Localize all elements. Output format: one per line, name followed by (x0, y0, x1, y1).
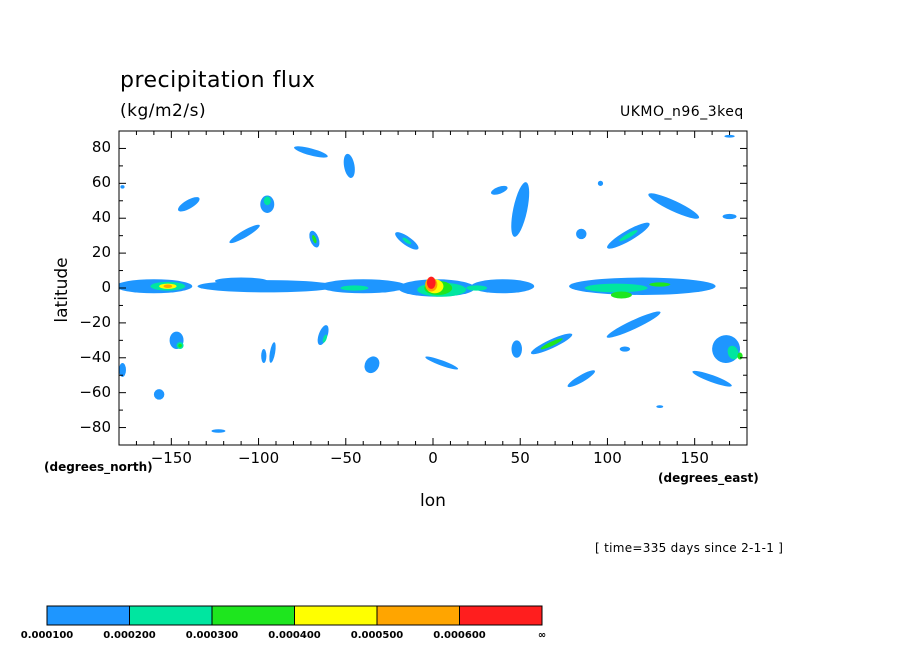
axis-ticks (118, 130, 748, 446)
y-tick-label: 60 (91, 173, 111, 192)
colorbar (46, 605, 543, 626)
colorbar-label: 0.000300 (185, 630, 239, 641)
precip-region (120, 185, 125, 189)
y-tick-label: 0 (101, 278, 111, 296)
precip-region (214, 277, 268, 285)
x-tick-label: 50 (510, 449, 530, 467)
precip-region (211, 429, 226, 433)
y-axis-label: latitude (52, 257, 72, 323)
time-label: [ time=335 days since 2-1-1 ] (595, 541, 784, 555)
y-tick-label: −40 (79, 347, 111, 366)
precip-region (317, 325, 329, 346)
colorbar-label: 0.000400 (268, 630, 321, 641)
precip-region (322, 334, 328, 343)
precip-region (364, 356, 380, 374)
x-tick-label: 0 (428, 449, 438, 467)
precip-region (471, 279, 535, 294)
precip-region (724, 134, 735, 138)
x-tick-label: −150 (150, 449, 192, 467)
precip-region (163, 284, 173, 288)
colorbar-label: 0.000200 (103, 630, 156, 641)
y-tick-label: −20 (79, 312, 111, 331)
x-tick-label: 100 (593, 449, 622, 467)
precip-region (269, 342, 276, 363)
y-tick-label: 20 (91, 243, 111, 262)
precip-region (656, 405, 664, 409)
precip-region (466, 285, 488, 291)
precip-region (722, 213, 737, 220)
colorbar-swatch (46, 605, 130, 626)
precip-region (606, 311, 661, 338)
y-tick-label: −80 (79, 417, 111, 436)
precip-region (119, 363, 126, 377)
precip-region (619, 346, 631, 352)
precip-region (229, 224, 260, 244)
precip-region (343, 153, 355, 178)
colorbar-swatch (211, 605, 295, 626)
precip-region (178, 343, 182, 348)
y-tick-label: −60 (79, 382, 111, 401)
precip-region (312, 235, 317, 244)
colorbar-label: 0.000500 (350, 630, 404, 641)
precip-region (712, 335, 741, 364)
chart-title: precipitation flux (120, 68, 316, 93)
precip-region (491, 185, 508, 195)
colorbar-swatch (294, 605, 378, 626)
precip-region (340, 285, 369, 291)
colorbar-swatch (459, 605, 543, 626)
x-tick-label: −100 (237, 449, 280, 467)
precip-region (737, 352, 743, 360)
x-tick-label: −50 (329, 449, 362, 467)
precip-region (567, 370, 595, 388)
precip-region (177, 197, 200, 212)
precip-region (648, 193, 700, 219)
precip-region (727, 345, 739, 360)
precip-region (511, 340, 522, 358)
precip-region (619, 230, 638, 242)
model-label: UKMO_n96_3keq (620, 104, 744, 120)
x-tick-label: 150 (680, 449, 709, 467)
x-axis-label: lon (420, 491, 446, 511)
colorbar-swatch (129, 605, 213, 626)
precip-region (649, 282, 671, 287)
precip-region (261, 349, 267, 364)
precip-region (692, 370, 732, 387)
precip-region (511, 182, 530, 237)
precip-region (425, 356, 459, 370)
precip-region (402, 237, 412, 245)
precip-region (584, 283, 648, 293)
colorbar-label: 0.000600 (433, 630, 486, 641)
x-units-label: (degrees_east) (658, 471, 759, 485)
precip-region (153, 389, 165, 400)
y-tick-label: 80 (91, 138, 111, 157)
y-units-label: (degrees_north) (44, 460, 153, 474)
precip-region (576, 228, 587, 240)
colorbar-label: ∞ (537, 630, 547, 641)
precip-region (597, 180, 604, 186)
precip-region (426, 276, 436, 289)
precip-region (294, 146, 328, 158)
precip-region (610, 291, 632, 299)
precip-regions (119, 134, 743, 433)
y-tick-label: 40 (91, 208, 111, 227)
units-label: (kg/m2/s) (120, 101, 207, 121)
colorbar-swatch (376, 605, 460, 626)
precip-region (540, 338, 563, 350)
precip-region (263, 196, 271, 206)
colorbar-label: 0.000100 (20, 630, 74, 641)
